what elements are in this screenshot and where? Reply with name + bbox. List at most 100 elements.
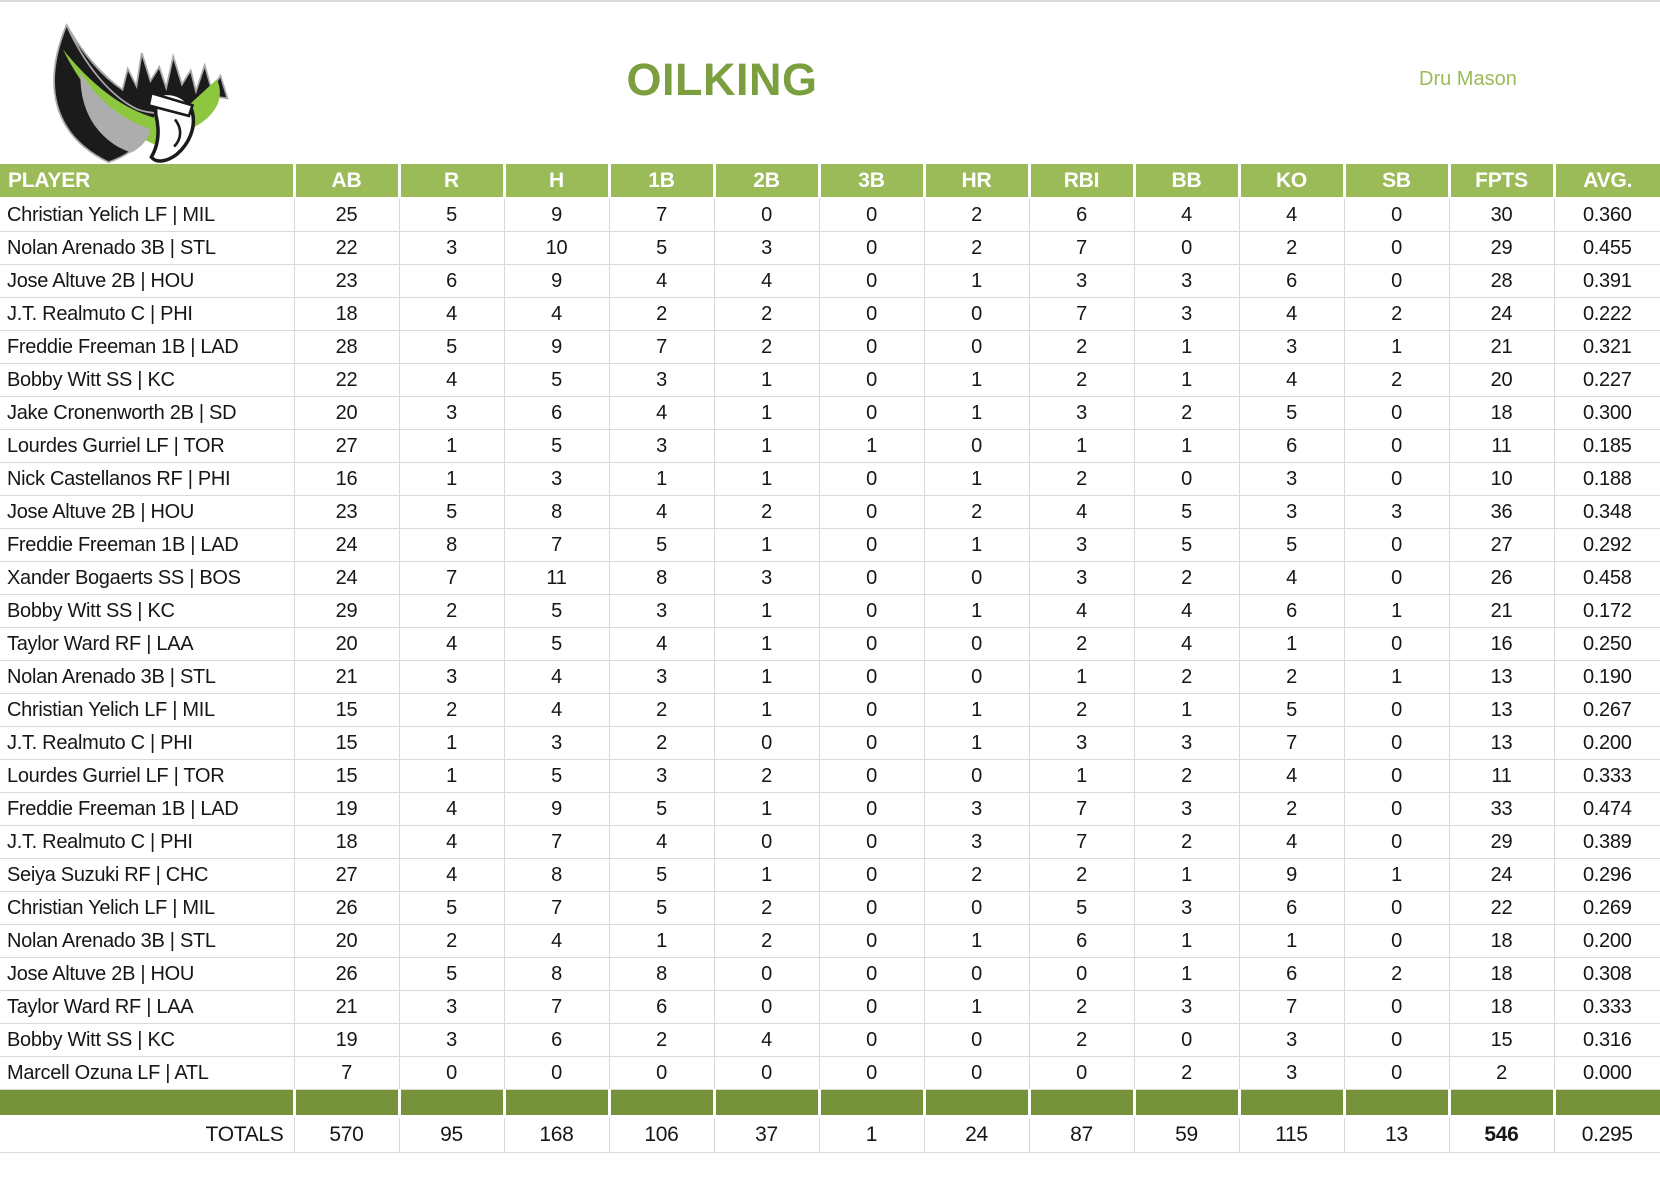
stat-cell: 4 bbox=[399, 363, 505, 397]
stat-cell: 1 bbox=[924, 693, 1030, 727]
stat-cell: 29 bbox=[1449, 231, 1555, 265]
stat-cell: 0 bbox=[1134, 231, 1240, 265]
stat-cell: 0.267 bbox=[1554, 693, 1660, 727]
stat-cell: 23 bbox=[294, 264, 400, 298]
table-row: Bobby Witt SS | KC 29 2 5 3 1 0 1 4 4 6 … bbox=[0, 594, 1660, 628]
stat-cell: 1 bbox=[1239, 924, 1345, 958]
stat-cell: 15 bbox=[294, 693, 400, 727]
stat-cell: 7 bbox=[504, 990, 610, 1024]
col-header-hr: HR bbox=[924, 164, 1031, 199]
stat-cell: 0 bbox=[1344, 627, 1450, 661]
stat-cell: 21 bbox=[1449, 594, 1555, 628]
stat-cell: 13 bbox=[1449, 726, 1555, 760]
stat-cell: 26 bbox=[294, 957, 400, 991]
stat-cell: 2 bbox=[1134, 396, 1240, 430]
stat-cell: 15 bbox=[1449, 1023, 1555, 1057]
stat-cell: 4 bbox=[1029, 594, 1135, 628]
stat-cell: 1 bbox=[1134, 363, 1240, 397]
stat-cell: 1 bbox=[924, 528, 1030, 562]
stat-cell: 2 bbox=[924, 198, 1030, 232]
stat-cell: 2 bbox=[714, 297, 820, 331]
player-cell: Nolan Arenado 3B | STL bbox=[0, 924, 295, 958]
stat-cell: 4 bbox=[504, 660, 610, 694]
stat-cell: 0.321 bbox=[1554, 330, 1660, 364]
stat-cell: 4 bbox=[609, 264, 715, 298]
player-cell: Xander Bogaerts SS | BOS bbox=[0, 561, 295, 595]
stat-cell: 0 bbox=[1344, 693, 1450, 727]
table-row: Jose Altuve 2B | HOU 26 5 8 8 0 0 0 0 1 … bbox=[0, 957, 1660, 991]
stat-cell: 1 bbox=[924, 462, 1030, 496]
stat-cell: 2 bbox=[1344, 957, 1450, 991]
stat-cell: 3 bbox=[609, 363, 715, 397]
stat-cell: 20 bbox=[294, 396, 400, 430]
totals-h: 168 bbox=[504, 1115, 610, 1153]
stat-cell: 22 bbox=[294, 363, 400, 397]
stat-cell: 20 bbox=[294, 924, 400, 958]
stat-cell: 7 bbox=[1029, 792, 1135, 826]
col-header-bb: BB bbox=[1134, 164, 1241, 199]
stat-cell: 3 bbox=[399, 660, 505, 694]
totals-bb: 59 bbox=[1134, 1115, 1240, 1153]
stat-cell: 3 bbox=[1239, 495, 1345, 529]
stat-cell: 0 bbox=[924, 561, 1030, 595]
stat-cell: 0.458 bbox=[1554, 561, 1660, 595]
stat-cell: 3 bbox=[1134, 891, 1240, 925]
table-row: Nick Castellanos RF | PHI 16 1 3 1 1 0 1… bbox=[0, 462, 1660, 496]
stat-cell: 1 bbox=[714, 363, 820, 397]
stat-cell: 4 bbox=[399, 825, 505, 859]
stat-cell: 2 bbox=[609, 1023, 715, 1057]
table-body: Christian Yelich LF | MIL 25 5 9 7 0 0 2… bbox=[0, 198, 1660, 1090]
stat-cell: 28 bbox=[294, 330, 400, 364]
player-cell: Jose Altuve 2B | HOU bbox=[0, 495, 295, 529]
stat-cell: 0 bbox=[1344, 759, 1450, 793]
stat-cell: 1 bbox=[1029, 429, 1135, 463]
oilking-king-logo-icon bbox=[53, 22, 229, 164]
stat-cell: 1 bbox=[1344, 660, 1450, 694]
stat-cell: 0 bbox=[1344, 264, 1450, 298]
stat-cell: 7 bbox=[504, 528, 610, 562]
stat-cell: 0 bbox=[819, 561, 925, 595]
stat-cell: 0.227 bbox=[1554, 363, 1660, 397]
stat-cell: 4 bbox=[1029, 495, 1135, 529]
stat-cell: 7 bbox=[504, 891, 610, 925]
table-row: Taylor Ward RF | LAA 21 3 7 6 0 0 1 2 3 … bbox=[0, 990, 1660, 1024]
stat-cell: 0.474 bbox=[1554, 792, 1660, 826]
stat-cell: 2 bbox=[1239, 660, 1345, 694]
player-cell: Jake Cronenworth 2B | SD bbox=[0, 396, 295, 430]
stat-cell: 24 bbox=[294, 561, 400, 595]
stat-cell: 0 bbox=[819, 924, 925, 958]
stat-cell: 3 bbox=[1134, 990, 1240, 1024]
stat-cell: 2 bbox=[1029, 363, 1135, 397]
stat-cell: 1 bbox=[609, 924, 715, 958]
table-row: Nolan Arenado 3B | STL 22 3 10 5 3 0 2 7… bbox=[0, 231, 1660, 265]
stat-cell: 3 bbox=[1239, 330, 1345, 364]
stat-cell: 20 bbox=[294, 627, 400, 661]
totals-label: TOTALS bbox=[0, 1115, 295, 1153]
table-row: Jose Altuve 2B | HOU 23 5 8 4 2 0 2 4 5 … bbox=[0, 495, 1660, 529]
stat-cell: 27 bbox=[294, 858, 400, 892]
stat-cell: 4 bbox=[399, 858, 505, 892]
stat-cell: 4 bbox=[609, 396, 715, 430]
stat-cell: 1 bbox=[714, 627, 820, 661]
stat-cell: 1 bbox=[1239, 627, 1345, 661]
stat-cell: 7 bbox=[1029, 825, 1135, 859]
stat-cell: 1 bbox=[714, 792, 820, 826]
stat-cell: 5 bbox=[1134, 495, 1240, 529]
stat-cell: 0.269 bbox=[1554, 891, 1660, 925]
stat-cell: 6 bbox=[609, 990, 715, 1024]
stat-cell: 0 bbox=[1344, 462, 1450, 496]
stat-cell: 1 bbox=[1344, 594, 1450, 628]
table-row: Lourdes Gurriel LF | TOR 15 1 5 3 2 0 0 … bbox=[0, 759, 1660, 793]
stat-cell: 0 bbox=[1344, 825, 1450, 859]
stat-cell: 2 bbox=[714, 891, 820, 925]
stat-cell: 2 bbox=[1029, 990, 1135, 1024]
stat-cell: 3 bbox=[399, 990, 505, 1024]
stat-cell: 7 bbox=[1239, 726, 1345, 760]
stat-cell: 3 bbox=[924, 825, 1030, 859]
stat-cell: 18 bbox=[1449, 990, 1555, 1024]
totals-1b: 106 bbox=[609, 1115, 715, 1153]
table-row: Lourdes Gurriel LF | TOR 27 1 5 3 1 1 0 … bbox=[0, 429, 1660, 463]
stat-cell: 15 bbox=[294, 759, 400, 793]
stat-cell: 3 bbox=[714, 561, 820, 595]
stat-cell: 0.200 bbox=[1554, 924, 1660, 958]
